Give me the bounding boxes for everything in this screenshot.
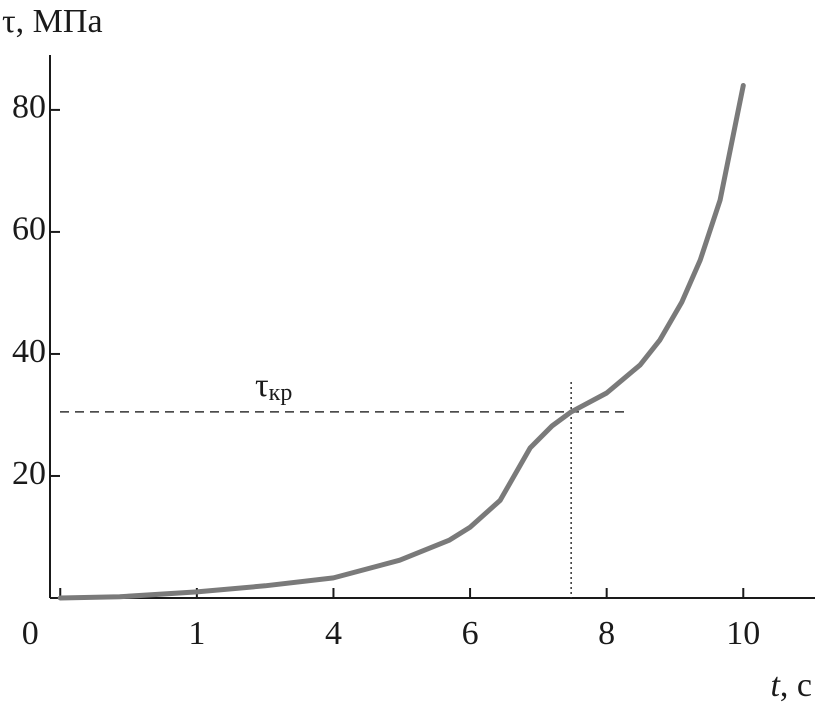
x-tick-label: 0: [22, 615, 39, 652]
x-tick-label: 1: [188, 615, 205, 652]
x-tick-label: 10: [726, 615, 760, 652]
x-axis-label-unit: , с: [780, 667, 812, 704]
y-tick-label: 80: [12, 89, 46, 126]
x-axis-label: t, с: [770, 667, 812, 704]
threshold-label-main: τ: [255, 367, 269, 404]
threshold-label: τкр: [255, 367, 292, 406]
y-tick-label: 40: [12, 333, 46, 370]
data-line: [57, 83, 746, 601]
y-tick-label: 60: [12, 211, 46, 248]
x-tick-label: 8: [598, 615, 615, 652]
y-tick-label: 20: [12, 455, 46, 492]
x-tick-label: 6: [462, 615, 479, 652]
threshold-label-sub: кр: [269, 379, 293, 405]
y-axis-label: τ, МПа: [2, 3, 103, 40]
x-axis-label-var: t: [770, 667, 781, 704]
x-tick-label: 4: [325, 615, 342, 652]
